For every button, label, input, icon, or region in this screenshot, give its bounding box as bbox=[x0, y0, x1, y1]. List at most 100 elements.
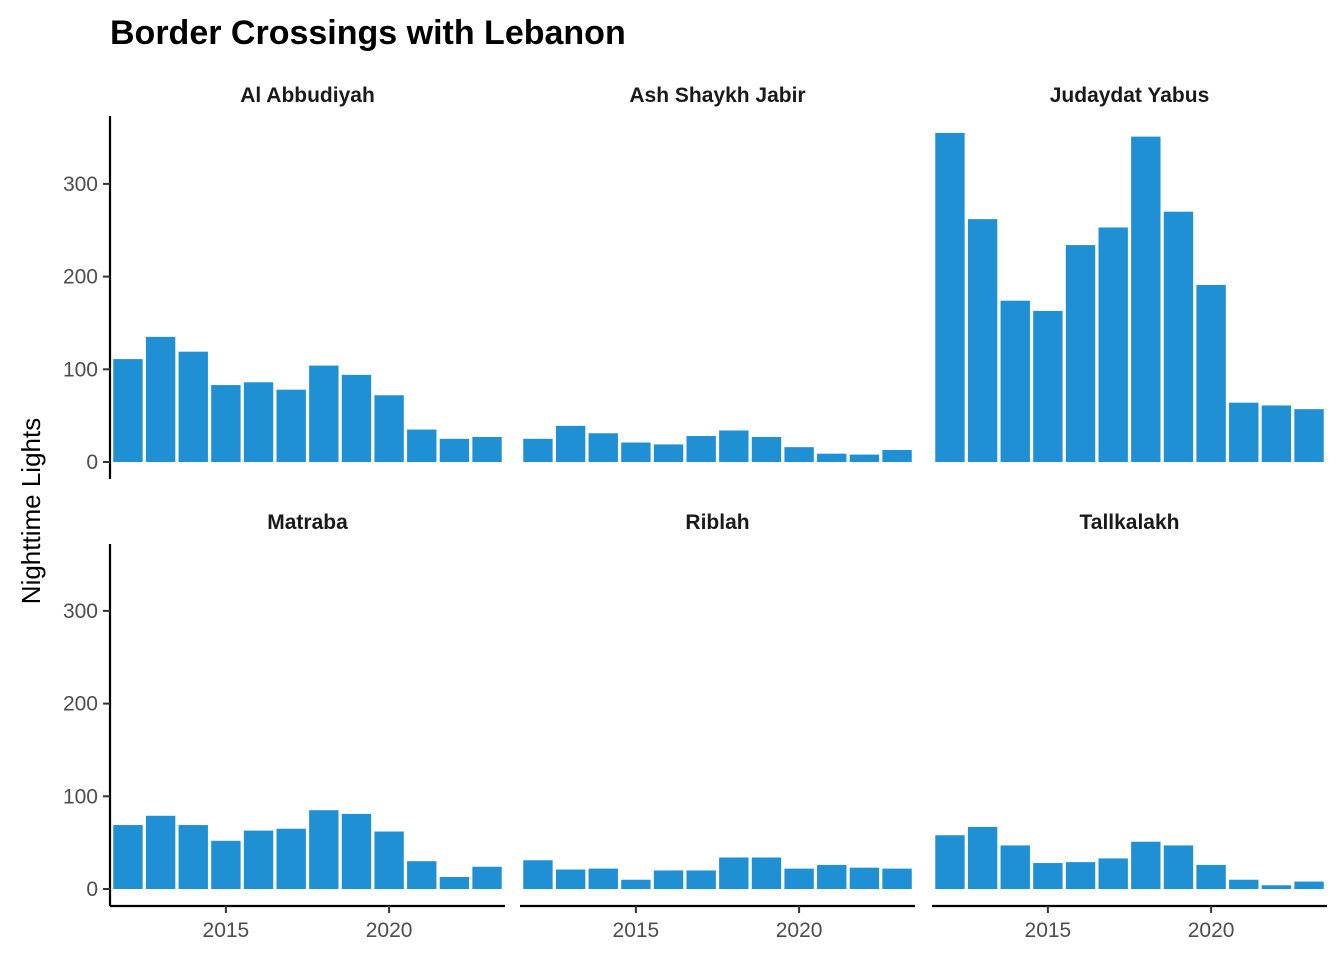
bar-matraba-2017 bbox=[276, 828, 306, 890]
panel-ash-shaykh-jabir: Ash Shaykh Jabir bbox=[523, 84, 912, 462]
bar-ash-shaykh-jabir-2022 bbox=[849, 454, 880, 462]
panel-matraba: Matraba 0 100 200 300 2015 2020 bbox=[63, 511, 505, 942]
bar-riblah-2020 bbox=[784, 868, 814, 889]
chart-title: Border Crossings with Lebanon bbox=[110, 14, 626, 52]
y-tick-label: 300 bbox=[63, 600, 98, 623]
bar-ash-shaykh-jabir-2016 bbox=[653, 444, 684, 462]
x-tick-label: 2020 bbox=[1188, 919, 1235, 942]
bar-judaydat-yabus-2014 bbox=[1000, 300, 1030, 462]
bar-matraba-2012 bbox=[113, 825, 143, 889]
bar-ash-shaykh-jabir-2015 bbox=[621, 442, 651, 462]
bar-judaydat-yabus-2020 bbox=[1196, 284, 1226, 462]
facet-label-tallkalakh: Tallkalakh bbox=[1080, 511, 1180, 534]
bar-riblah-2015 bbox=[621, 879, 651, 889]
bar-matraba-2018 bbox=[309, 810, 339, 890]
bar-ash-shaykh-jabir-2017 bbox=[686, 436, 716, 462]
panel-riblah: Riblah 2015 2020 bbox=[520, 511, 915, 942]
bar-matraba-2023 bbox=[472, 866, 502, 889]
bar-riblah-2018 bbox=[719, 857, 749, 889]
bar-ash-shaykh-jabir-2020 bbox=[784, 447, 814, 462]
bar-riblah-2017 bbox=[686, 870, 716, 889]
bar-tallkalakh-2020 bbox=[1196, 864, 1226, 889]
bar-matraba-2021 bbox=[407, 861, 437, 889]
bar-judaydat-yabus-2019 bbox=[1163, 211, 1194, 462]
y-tick-label: 300 bbox=[63, 173, 98, 196]
facet-label-judaydat-yabus: Judaydat Yabus bbox=[1050, 84, 1210, 107]
y-tick-label: 0 bbox=[86, 878, 98, 901]
bar-ash-shaykh-jabir-2019 bbox=[751, 436, 782, 462]
facet-label-riblah: Riblah bbox=[685, 511, 749, 534]
panel-tallkalakh: Tallkalakh 2015 2020 bbox=[932, 511, 1327, 942]
bar-judaydat-yabus-2015 bbox=[1033, 310, 1063, 462]
bar-matraba-2015 bbox=[211, 840, 241, 889]
bar-riblah-2021 bbox=[817, 864, 847, 889]
bar-al-abbudiyah-2012 bbox=[113, 359, 143, 462]
bar-tallkalakh-2013 bbox=[967, 826, 998, 889]
bar-al-abbudiyah-2018 bbox=[309, 365, 339, 462]
bar-ash-shaykh-jabir-2018 bbox=[719, 430, 749, 462]
bar-al-abbudiyah-2021 bbox=[407, 429, 437, 463]
bar-tallkalakh-2021 bbox=[1229, 879, 1259, 889]
bar-matraba-2016 bbox=[243, 830, 274, 889]
bar-ash-shaykh-jabir-2014 bbox=[588, 433, 618, 462]
y-tick-label: 0 bbox=[86, 451, 98, 474]
y-tick-label: 100 bbox=[63, 358, 98, 381]
bar-riblah-2023 bbox=[882, 868, 912, 889]
bar-judaydat-yabus-2017 bbox=[1098, 227, 1128, 462]
bar-ash-shaykh-jabir-2012 bbox=[523, 438, 553, 462]
bar-matraba-2020 bbox=[374, 831, 404, 889]
bar-al-abbudiyah-2015 bbox=[211, 385, 241, 462]
bar-riblah-2013 bbox=[555, 869, 586, 889]
bar-matraba-2022 bbox=[439, 876, 470, 889]
facet-panels: Al Abbudiyah 0 100 200 300 Ash Shaykh Jabir Ju… bbox=[63, 84, 1327, 942]
bar-tallkalakh-2014 bbox=[1000, 845, 1030, 889]
bar-al-abbudiyah-2022 bbox=[439, 438, 470, 462]
bar-al-abbudiyah-2013 bbox=[145, 336, 176, 463]
y-tick-label: 200 bbox=[63, 266, 98, 289]
bar-al-abbudiyah-2014 bbox=[178, 351, 208, 462]
bar-judaydat-yabus-2023 bbox=[1294, 409, 1324, 462]
bar-tallkalakh-2015 bbox=[1033, 863, 1063, 889]
bar-ash-shaykh-jabir-2013 bbox=[555, 425, 586, 462]
facet-label-al-abbudiyah: Al Abbudiyah bbox=[240, 84, 375, 107]
bar-matraba-2013 bbox=[145, 815, 176, 889]
bar-ash-shaykh-jabir-2023 bbox=[882, 449, 912, 462]
bar-riblah-2019 bbox=[751, 857, 782, 889]
bar-al-abbudiyah-2016 bbox=[243, 382, 274, 462]
x-tick-label: 2020 bbox=[366, 919, 413, 942]
bar-al-abbudiyah-2023 bbox=[472, 436, 502, 462]
y-axis-title: Nighttime Lights bbox=[16, 418, 46, 604]
bar-judaydat-yabus-2016 bbox=[1065, 245, 1096, 462]
bar-judaydat-yabus-2022 bbox=[1261, 405, 1292, 462]
bar-al-abbudiyah-2019 bbox=[341, 374, 372, 462]
y-tick-label: 200 bbox=[63, 693, 98, 716]
bar-judaydat-yabus-2013 bbox=[967, 219, 998, 462]
panel-judaydat-yabus: Judaydat Yabus bbox=[935, 84, 1324, 462]
x-tick-label: 2015 bbox=[1025, 919, 1072, 942]
bar-tallkalakh-2018 bbox=[1131, 841, 1161, 889]
bar-riblah-2012 bbox=[523, 860, 553, 889]
bar-al-abbudiyah-2017 bbox=[276, 389, 306, 462]
bar-tallkalakh-2023 bbox=[1294, 881, 1324, 889]
bar-tallkalakh-2012 bbox=[935, 835, 965, 889]
bar-riblah-2014 bbox=[588, 868, 618, 889]
bar-tallkalakh-2019 bbox=[1163, 845, 1194, 889]
x-tick-label: 2015 bbox=[203, 919, 250, 942]
x-tick-label: 2015 bbox=[613, 919, 660, 942]
bar-tallkalakh-2016 bbox=[1065, 862, 1096, 889]
panel-al-abbudiyah: Al Abbudiyah 0 100 200 300 bbox=[63, 84, 502, 479]
bar-judaydat-yabus-2012 bbox=[935, 132, 965, 462]
facet-label-matraba: Matraba bbox=[267, 511, 348, 534]
bar-judaydat-yabus-2021 bbox=[1229, 402, 1259, 462]
y-tick-label: 100 bbox=[63, 785, 98, 808]
bar-tallkalakh-2017 bbox=[1098, 858, 1128, 889]
bar-matraba-2014 bbox=[178, 825, 208, 889]
bar-matraba-2019 bbox=[341, 813, 372, 889]
x-tick-label: 2020 bbox=[776, 919, 823, 942]
bar-riblah-2016 bbox=[653, 870, 684, 889]
bar-judaydat-yabus-2018 bbox=[1131, 136, 1161, 462]
bar-al-abbudiyah-2020 bbox=[374, 395, 404, 462]
bar-tallkalakh-2022 bbox=[1261, 885, 1292, 889]
bar-riblah-2022 bbox=[849, 867, 880, 889]
